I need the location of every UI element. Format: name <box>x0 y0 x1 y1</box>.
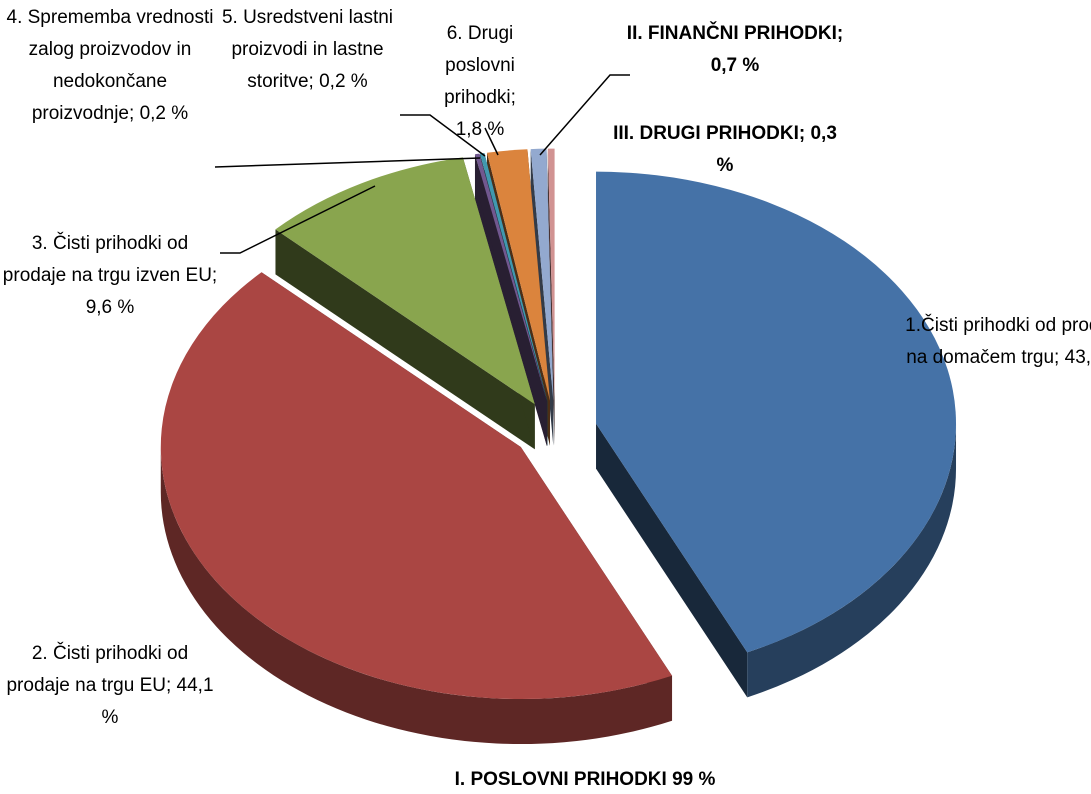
leader-line <box>484 127 499 156</box>
slice-side <box>160 447 673 745</box>
slice-sides <box>596 423 957 698</box>
slice-label: 3. Čisti prihodki od prodaje na trgu izv… <box>0 228 220 324</box>
slice-wall <box>275 229 535 450</box>
category-label: II. FINANČNI PRIHODKI; <box>626 23 844 44</box>
leader-lines <box>214 74 630 254</box>
slice-side <box>747 423 957 698</box>
value-label: 9,6 % <box>85 297 135 318</box>
category-label: 6. Drugi poslovni prihodki; <box>444 23 516 108</box>
slice-label: III. DRUGI PRIHODKI; 0,3 % <box>605 118 845 182</box>
slice-label: 5. Usredstveni lastni proizvodi in lastn… <box>205 2 410 98</box>
category-label: 5. Usredstveni lastni proizvodi in lastn… <box>221 7 394 92</box>
slice <box>275 157 535 405</box>
slice <box>486 149 550 401</box>
category-label: 2. Čisti prihodki od prodaje na trgu EU; <box>6 643 189 696</box>
annotation: I. POSLOVNI PRIHODKI 99 % <box>454 769 716 790</box>
value-label: 43,1 % <box>1064 347 1091 368</box>
value-label: 1,8 % <box>455 119 505 140</box>
value-label: 0,2 % <box>139 103 189 124</box>
slice-wall <box>596 423 748 698</box>
category-label: III. DRUGI PRIHODKI; <box>613 123 806 144</box>
category-label: 4. Sprememba vrednosti zalog proizvodov … <box>6 7 214 124</box>
value-label: 44,1 % <box>101 675 214 728</box>
slice <box>474 153 547 402</box>
slice <box>547 148 555 401</box>
leader-line <box>214 157 481 168</box>
leader-line <box>539 74 630 156</box>
slice <box>530 148 554 401</box>
value-label: 0,7 % <box>710 55 760 76</box>
category-label: 3. Čisti prihodki od prodaje na trgu izv… <box>2 233 218 286</box>
slice <box>479 152 548 402</box>
slice-wall <box>530 149 554 446</box>
slice-label: 2. Čisti prihodki od prodaje na trgu EU;… <box>0 638 220 734</box>
slice-label: II. FINANČNI PRIHODKI; 0,7 % <box>615 18 855 82</box>
slice-label: 6. Drugi poslovni prihodki; 1,8 % <box>430 18 530 146</box>
slice <box>160 272 673 700</box>
slice-label: 4. Sprememba vrednosti zalog proizvodov … <box>0 2 220 130</box>
slice <box>596 171 957 653</box>
leader-line <box>220 185 376 254</box>
slice-label: 1.Čisti prihodki od prodaje na domačem t… <box>895 310 1091 374</box>
value-label: 0,3 % <box>716 123 837 176</box>
slice-wall <box>547 148 555 446</box>
category-label: 1.Čisti prihodki od prodaje na domačem t… <box>905 315 1091 368</box>
slices <box>160 148 957 745</box>
slice-sides <box>547 148 555 446</box>
leader-line <box>400 114 486 157</box>
value-label: 0,2 % <box>319 71 368 92</box>
